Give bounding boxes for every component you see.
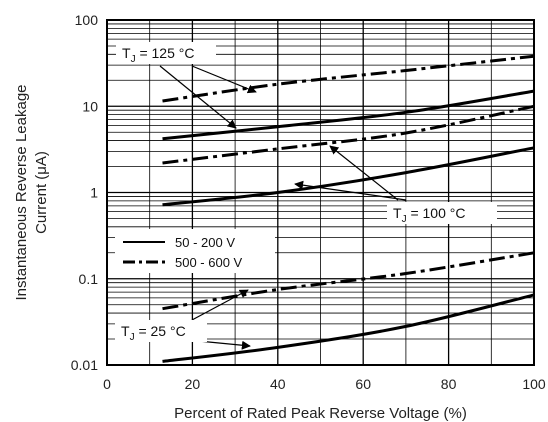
annotation-label-2: TJ = 100 °C [393,205,465,225]
annotation-arrow-2-1 [329,145,399,201]
y-axis-title: Instantaneous Reverse Leakage Current (μ… [13,85,50,301]
plot-grid [107,20,534,365]
series-500-600v-tj-125c [162,54,535,103]
annotation-arrow-1-2 [159,65,237,129]
annotation-value: = 100 °C [407,205,466,221]
legend: 50 - 200 V 500 - 600 V [115,229,275,273]
annotation-arrow-3-1 [191,289,249,321]
annotation-value: = 125 °C [136,45,195,61]
legend-label-2: 500 - 600 V [175,255,243,270]
annotation-label-1: TJ = 125 °C [122,45,194,65]
series-500-600v-tj-25c [162,251,535,311]
data-series [162,54,535,363]
x-tick-label: 80 [441,376,457,392]
legend-box [115,229,275,273]
annotation-symbol: T [121,323,130,339]
annotation-label-3: TJ = 25 °C [121,323,186,343]
y-axis-title-line-2: Current (μA) [33,151,50,234]
x-axis-title: Percent of Rated Peak Reverse Voltage (%… [174,405,467,422]
annotation-box-1 [116,42,216,64]
y-axis-tick-labels: 0.01 0.1 1 10 100 [71,12,98,373]
x-axis-tick-labels: 0 20 40 60 80 100 [103,376,546,392]
annotation-box-2 [387,202,497,224]
annotation-symbol: T [122,45,131,61]
x-tick-label: 40 [270,376,286,392]
x-tick-label: 0 [103,376,111,392]
legend-label-1: 50 - 200 V [175,235,235,250]
annotation-subscript: J [130,332,135,343]
annotation-arrow-2-2 [294,180,407,201]
y-tick-label: 0.01 [71,357,98,373]
y-tick-label: 100 [75,12,99,28]
series-50-200v-tj-125c [162,89,535,141]
annotation-subscript: J [402,214,407,225]
y-tick-label: 0.1 [79,271,99,287]
y-axis-title-line-1: Instantaneous Reverse Leakage [13,85,30,301]
y-tick-label: 10 [82,98,98,114]
x-tick-label: 20 [185,376,201,392]
temperature-annotations: TJ = 125 °CTJ = 100 °CTJ = 25 °C [115,42,497,350]
series-50-200v-tj-25c [162,293,535,363]
plot-frame [106,19,535,366]
x-tick-label: 60 [355,376,371,392]
annotation-subscript: J [131,54,136,65]
annotation-symbol: T [393,205,402,221]
annotation-box-3 [115,320,207,342]
y-tick-label: 1 [90,185,98,201]
x-tick-label: 100 [522,376,546,392]
series-500-600v-tj-100c [162,104,535,165]
annotation-arrow-1-1 [191,65,257,94]
series-50-200v-tj-100c [162,146,535,207]
annotation-value: = 25 °C [135,323,186,339]
